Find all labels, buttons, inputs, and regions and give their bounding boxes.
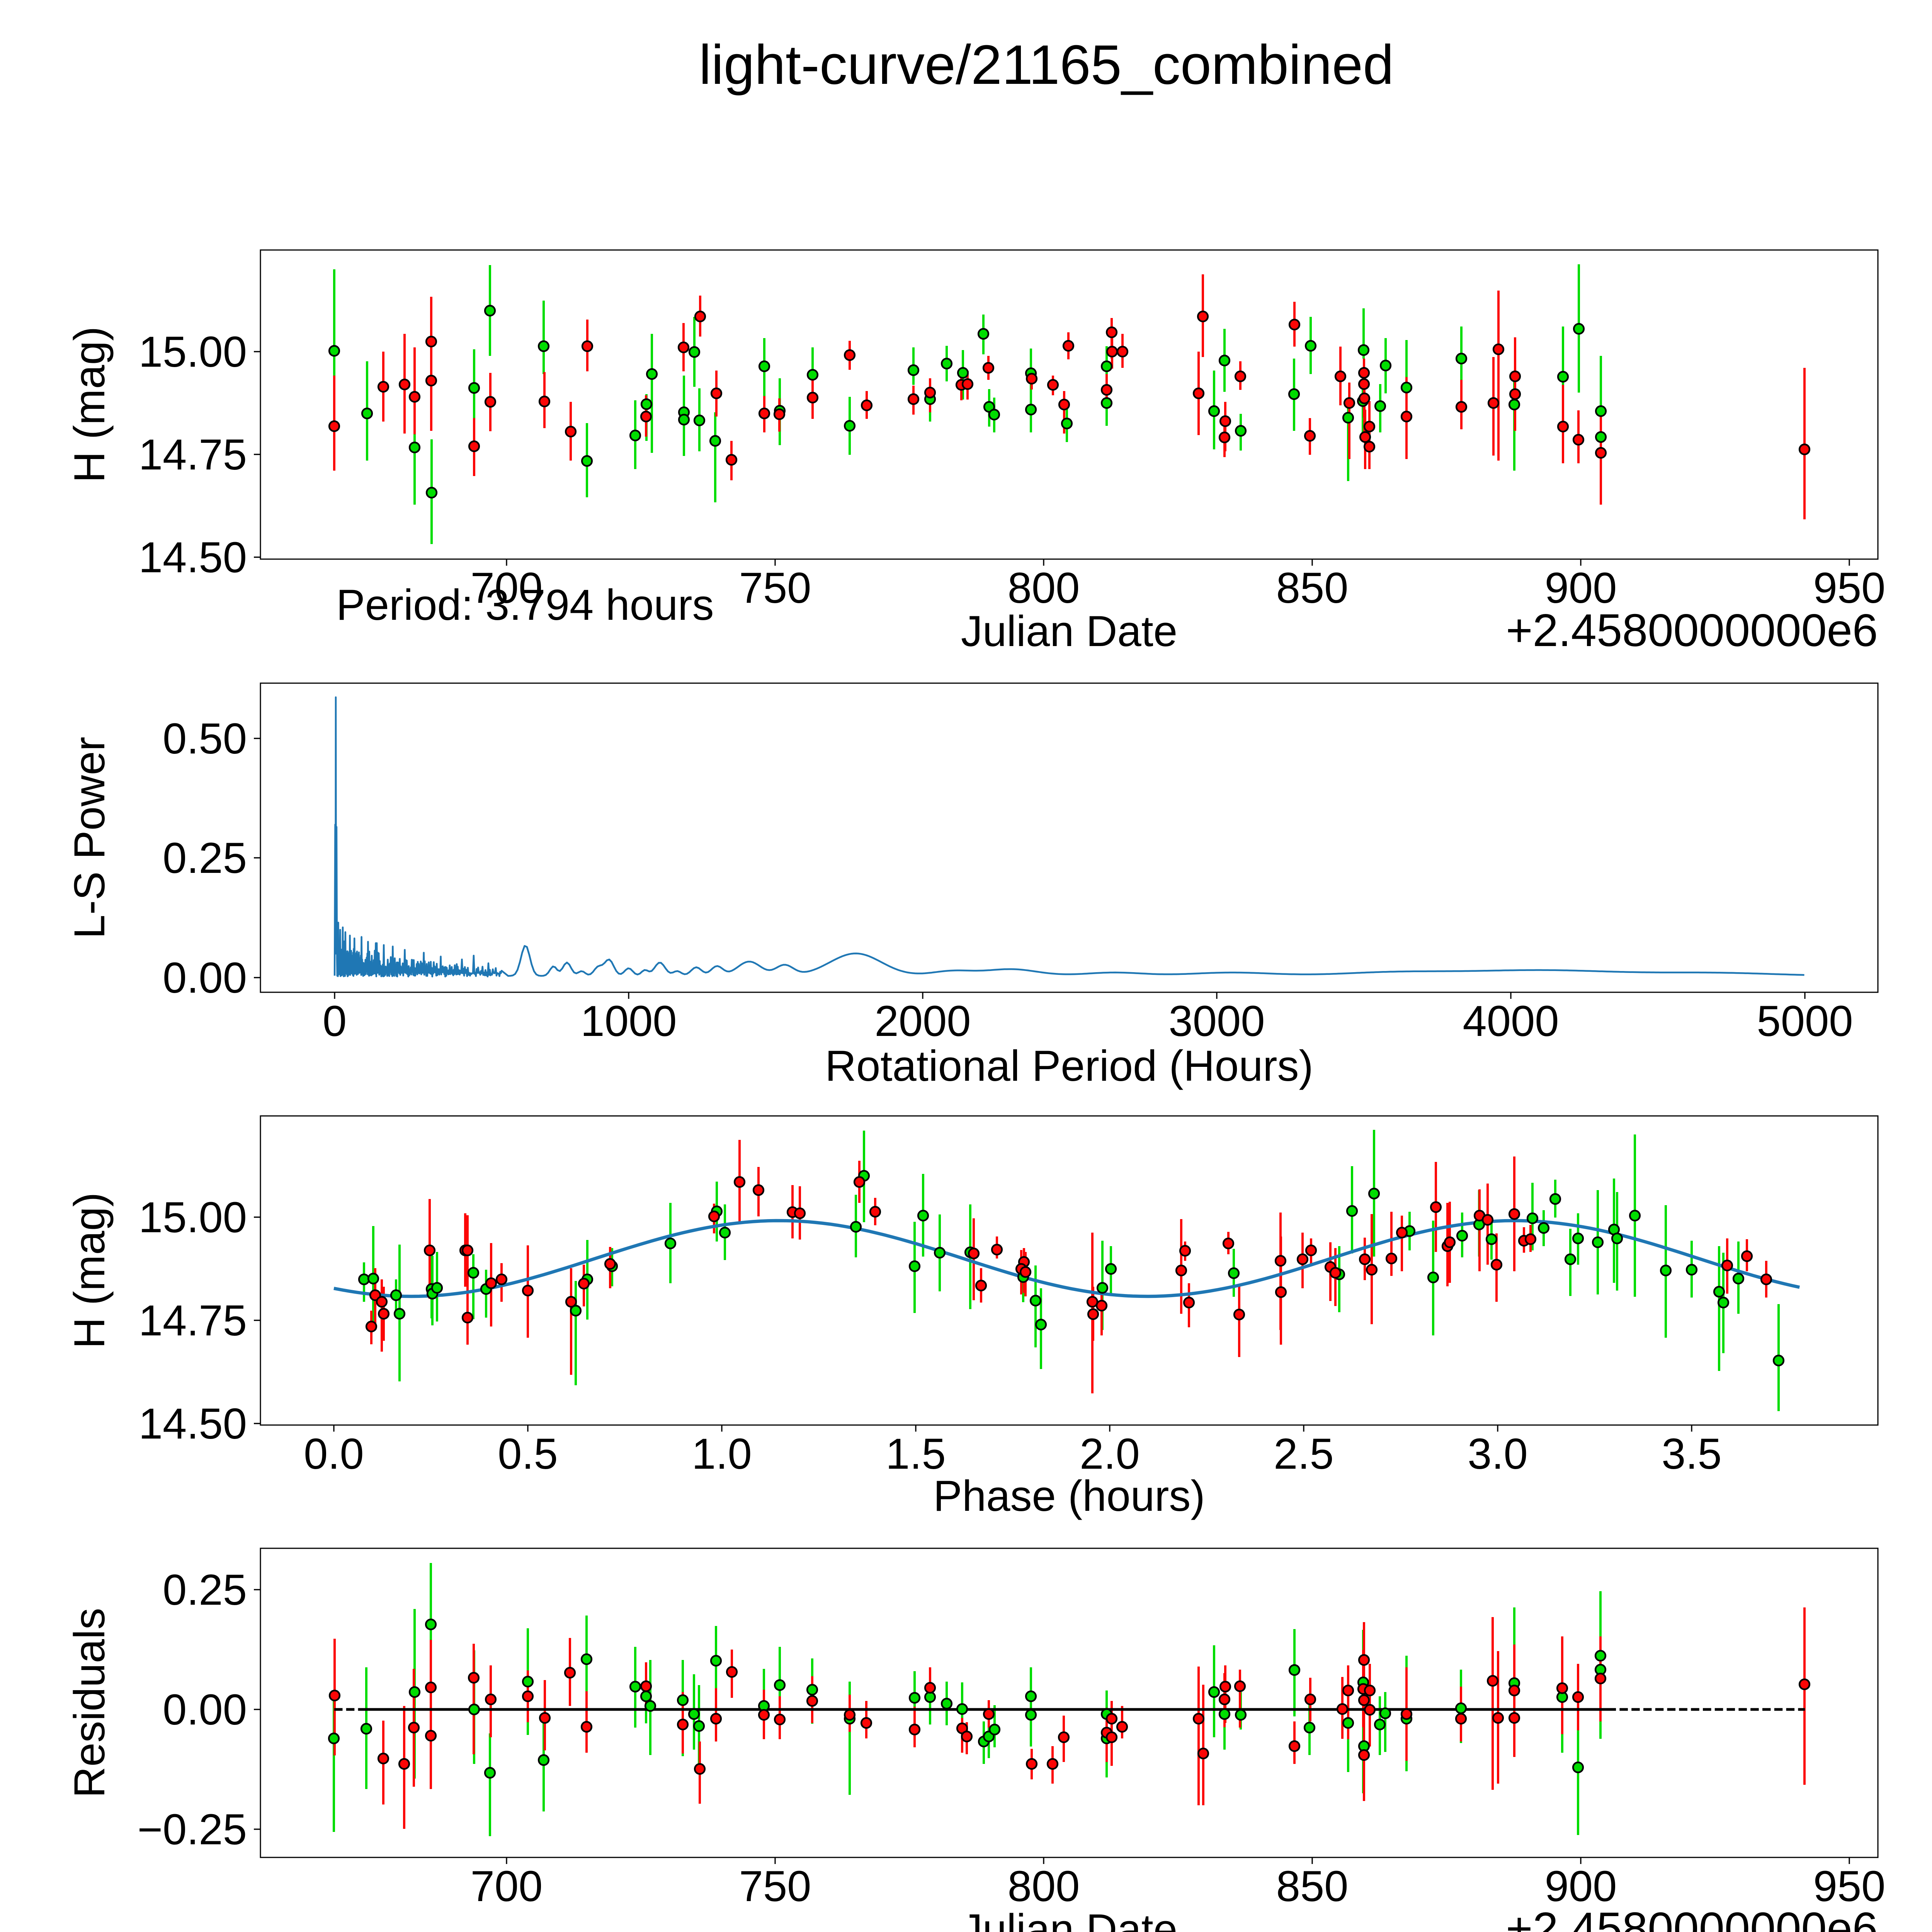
svg-text:4000: 4000 (1463, 997, 1559, 1045)
svg-text:750: 750 (739, 564, 811, 612)
svg-text:+2.4580000000e6: +2.4580000000e6 (1506, 605, 1878, 656)
svg-text:950: 950 (1813, 1862, 1886, 1910)
svg-text:2.5: 2.5 (1274, 1430, 1334, 1478)
svg-text:1.5: 1.5 (886, 1430, 946, 1478)
svg-text:2.0: 2.0 (1080, 1430, 1140, 1478)
svg-text:Julian Date: Julian Date (961, 607, 1177, 655)
svg-text:−0.25: −0.25 (138, 1805, 247, 1854)
svg-text:Phase (hours): Phase (hours) (933, 1472, 1205, 1520)
svg-text:750: 750 (739, 1862, 811, 1910)
svg-text:0.25: 0.25 (163, 1566, 247, 1614)
svg-text:14.75: 14.75 (139, 430, 247, 479)
svg-text:950: 950 (1813, 564, 1886, 612)
svg-text:0: 0 (323, 997, 347, 1045)
svg-text:0.25: 0.25 (163, 834, 247, 882)
svg-text:Period: 3.794 hours: Period: 3.794 hours (336, 581, 714, 629)
svg-text:3000: 3000 (1168, 997, 1265, 1045)
svg-text:0.00: 0.00 (163, 1685, 247, 1734)
svg-text:14.50: 14.50 (139, 1400, 247, 1448)
svg-text:900: 900 (1545, 1862, 1617, 1910)
svg-text:1000: 1000 (580, 997, 677, 1045)
svg-text:14.75: 14.75 (139, 1296, 247, 1345)
svg-text:1.0: 1.0 (692, 1430, 752, 1478)
svg-text:0.5: 0.5 (498, 1430, 558, 1478)
svg-text:15.00: 15.00 (139, 328, 247, 376)
svg-text:0.50: 0.50 (163, 714, 247, 763)
svg-text:3.0: 3.0 (1468, 1430, 1528, 1478)
svg-text:H (mag): H (mag) (65, 327, 114, 483)
svg-text:H (mag): H (mag) (65, 1192, 114, 1349)
svg-text:900: 900 (1545, 564, 1617, 612)
svg-text:+2.4580000000e6: +2.4580000000e6 (1506, 1903, 1878, 1932)
svg-text:0.0: 0.0 (304, 1430, 364, 1478)
svg-text:850: 850 (1276, 1862, 1349, 1910)
svg-text:850: 850 (1276, 564, 1349, 612)
svg-text:0.00: 0.00 (163, 954, 247, 1002)
svg-text:L-S Power: L-S Power (65, 737, 114, 939)
svg-text:700: 700 (471, 1862, 543, 1910)
svg-text:700: 700 (471, 564, 543, 612)
svg-text:3.5: 3.5 (1662, 1430, 1722, 1478)
svg-text:2000: 2000 (874, 997, 971, 1045)
svg-text:14.50: 14.50 (139, 533, 247, 582)
svg-text:Residuals: Residuals (65, 1608, 114, 1798)
svg-text:Rotational Period (Hours): Rotational Period (Hours) (825, 1042, 1313, 1090)
svg-text:5000: 5000 (1757, 997, 1853, 1045)
svg-text:15.00: 15.00 (139, 1193, 247, 1242)
svg-text:light-curve/21165_combined: light-curve/21165_combined (699, 34, 1394, 96)
svg-text:800: 800 (1008, 1862, 1080, 1910)
svg-text:800: 800 (1008, 564, 1080, 612)
svg-text:Julian Date: Julian Date (961, 1905, 1177, 1932)
